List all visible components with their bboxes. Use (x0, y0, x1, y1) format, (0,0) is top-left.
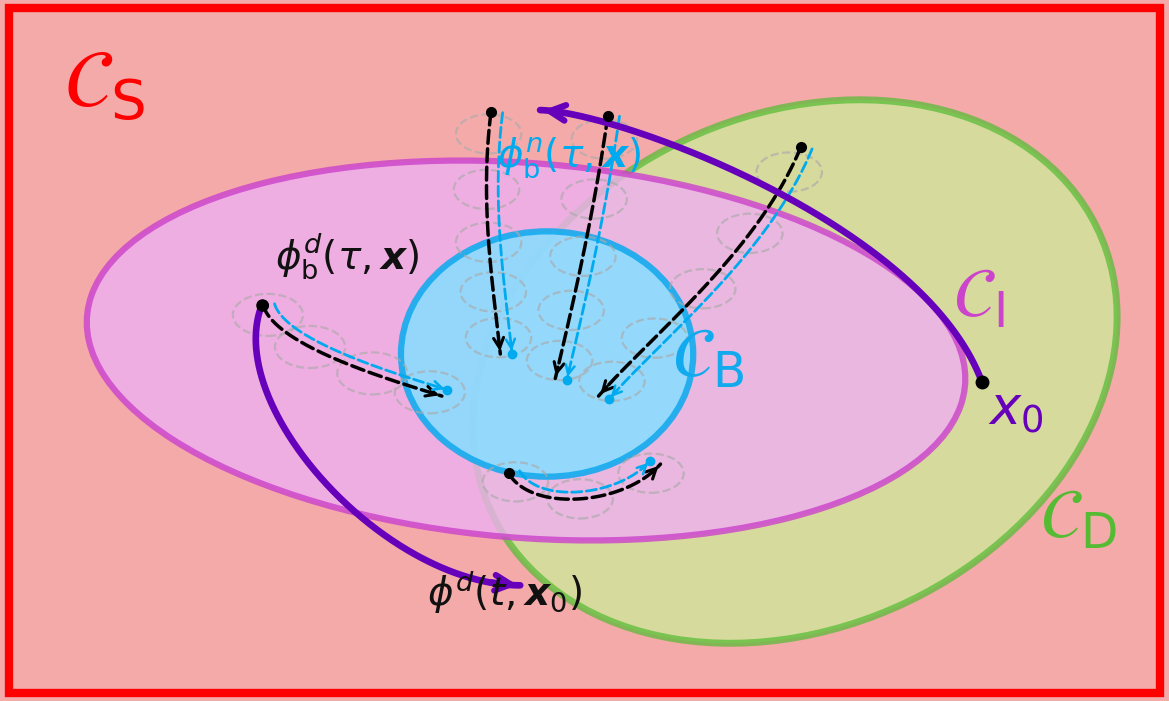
Text: $\mathcal{C}_{\mathrm{S}}$: $\mathcal{C}_{\mathrm{S}}$ (64, 46, 145, 123)
Ellipse shape (472, 100, 1118, 644)
Ellipse shape (87, 161, 966, 540)
Ellipse shape (401, 231, 693, 477)
Text: $\phi_{\mathrm{b}}^{d}(\tau, \boldsymbol{x})$: $\phi_{\mathrm{b}}^{d}(\tau, \boldsymbol… (275, 231, 419, 281)
Text: $\mathcal{C}_{\mathrm{B}}$: $\mathcal{C}_{\mathrm{B}}$ (672, 324, 745, 391)
Text: $\phi_{\mathrm{b}}^{n}(\tau, \boldsymbol{x})$: $\phi_{\mathrm{b}}^{n}(\tau, \boldsymbol… (497, 135, 641, 180)
Text: $x_0$: $x_0$ (988, 385, 1044, 435)
Text: $\phi^{d}(t, \boldsymbol{x}_0)$: $\phi^{d}(t, \boldsymbol{x}_0)$ (427, 569, 582, 616)
Text: $\mathcal{C}_{\mathrm{I}}$: $\mathcal{C}_{\mathrm{I}}$ (953, 264, 1004, 332)
Text: $\mathcal{C}_{\mathrm{D}}$: $\mathcal{C}_{\mathrm{D}}$ (1039, 485, 1116, 552)
